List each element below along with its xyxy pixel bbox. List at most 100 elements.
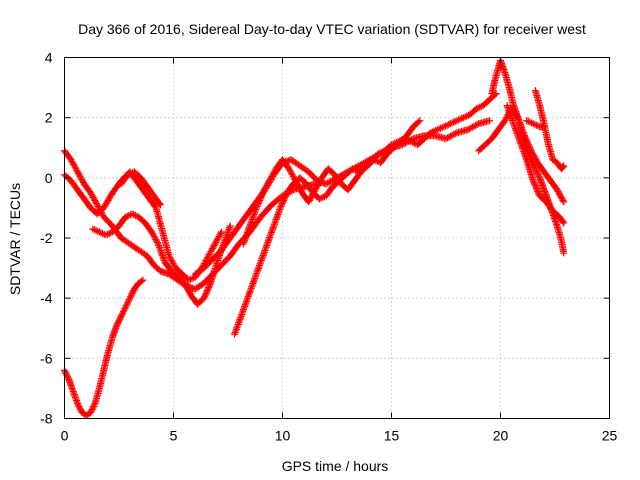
data-point <box>153 239 161 247</box>
data-point <box>378 148 386 156</box>
data-point <box>319 193 327 201</box>
data-point <box>217 228 225 236</box>
data-point <box>322 180 330 188</box>
data-point <box>69 160 77 168</box>
data-point <box>372 157 380 165</box>
data-point <box>124 299 132 307</box>
data-point <box>559 218 567 226</box>
data-point <box>180 279 188 287</box>
data-point <box>296 184 304 192</box>
data-point <box>560 198 568 206</box>
data-point <box>316 177 324 185</box>
data-point <box>328 176 336 184</box>
data-point <box>317 194 325 202</box>
data-point <box>448 131 456 139</box>
data-point <box>314 180 322 188</box>
data-point <box>529 151 537 159</box>
data-point <box>557 193 565 201</box>
data-point <box>204 252 212 260</box>
data-point <box>205 282 213 290</box>
data-point <box>532 184 540 192</box>
y-tick-label: -4 <box>40 290 53 306</box>
data-point <box>76 172 84 180</box>
data-point <box>182 282 190 290</box>
data-point <box>151 234 159 242</box>
data-point <box>327 177 335 185</box>
data-point <box>204 285 212 293</box>
series-track-8 <box>239 117 424 248</box>
data-point <box>524 117 532 125</box>
data-point <box>94 202 102 210</box>
data-point <box>316 195 324 203</box>
data-point <box>62 369 70 377</box>
data-point <box>535 172 543 180</box>
data-point <box>529 120 537 128</box>
data-point <box>467 124 475 132</box>
data-point <box>129 288 137 296</box>
data-point <box>502 115 510 123</box>
data-point <box>261 184 269 192</box>
data-point <box>124 297 132 305</box>
data-point <box>295 183 303 191</box>
data-point <box>472 121 480 129</box>
data-point <box>99 229 107 237</box>
data-point <box>470 122 478 130</box>
data-point <box>521 133 529 141</box>
data-point <box>407 138 415 146</box>
data-point <box>71 163 79 171</box>
data-point <box>305 196 313 204</box>
data-point <box>540 123 548 131</box>
data-point <box>443 121 451 129</box>
data-point <box>266 175 274 183</box>
data-point <box>287 169 295 177</box>
data-point <box>315 178 323 186</box>
data-point <box>217 229 225 237</box>
data-point <box>447 132 455 140</box>
data-point <box>532 156 540 164</box>
data-point <box>207 248 215 256</box>
y-axis-label: SDTVAR / TECUs <box>7 183 23 295</box>
data-point <box>118 311 126 319</box>
data-point <box>558 195 566 203</box>
data-point <box>432 126 440 134</box>
data-point <box>169 260 177 268</box>
series-track-10 <box>475 105 568 206</box>
data-point <box>212 239 220 247</box>
data-point <box>259 189 267 197</box>
data-point <box>376 149 384 157</box>
data-point <box>130 211 138 219</box>
data-point <box>560 162 568 170</box>
data-point <box>90 226 98 234</box>
data-point <box>76 404 84 412</box>
data-point <box>555 189 563 197</box>
data-point <box>313 183 321 191</box>
data-point <box>374 150 382 158</box>
data-point <box>61 368 69 376</box>
data-point <box>370 156 378 164</box>
data-point <box>226 222 234 230</box>
data-point <box>78 177 86 185</box>
y-tick-label: 0 <box>45 170 53 186</box>
data-point <box>286 166 294 174</box>
data-point <box>258 190 266 198</box>
data-point <box>268 172 276 180</box>
data-point <box>125 296 133 304</box>
data-point <box>263 181 271 189</box>
series-track-5 <box>117 168 164 209</box>
data-point <box>205 251 213 259</box>
data-point <box>270 169 278 177</box>
data-point <box>525 142 533 150</box>
data-point <box>430 127 438 135</box>
data-point <box>288 171 296 179</box>
data-point <box>527 147 535 155</box>
data-point <box>88 192 96 200</box>
chart-title: Day 366 of 2016, Sidereal Day-to-day VTE… <box>78 21 586 37</box>
data-point <box>559 163 567 171</box>
data-point <box>289 172 297 180</box>
data-point <box>306 195 314 203</box>
data-point <box>252 204 260 212</box>
data-point <box>74 399 82 407</box>
data-point <box>128 210 136 218</box>
data-point <box>311 186 319 194</box>
